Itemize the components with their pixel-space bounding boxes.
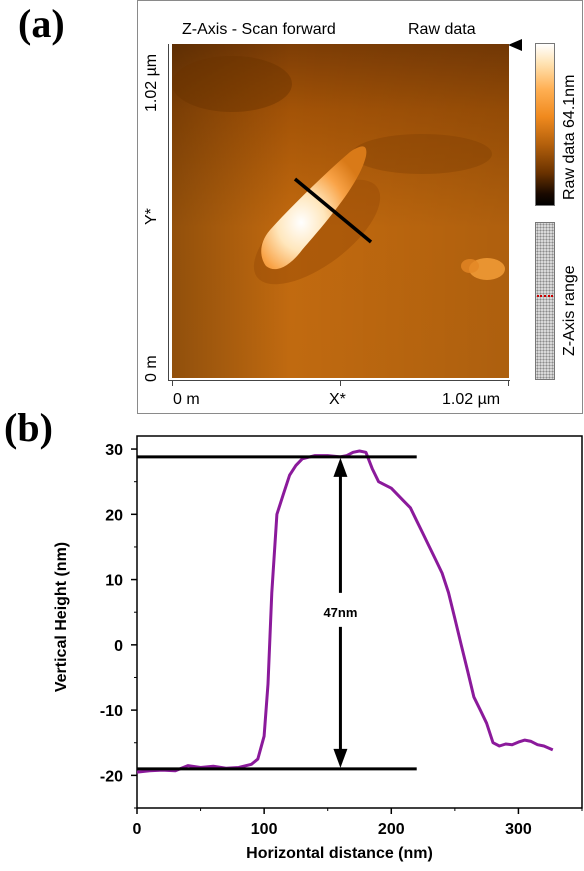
- y-tick-label: 20: [105, 507, 123, 524]
- x-tick-label: 200: [378, 821, 405, 838]
- afm-x-tick: [172, 380, 173, 386]
- panel-b-label: (b): [4, 405, 53, 450]
- afm-x-axis-line: [168, 380, 510, 381]
- y-tick-label: 30: [105, 442, 123, 459]
- y-tick-label: -10: [100, 703, 123, 720]
- x-axis-label: Horizontal distance (nm): [246, 845, 433, 862]
- z-axis-range-bar[interactable]: [535, 222, 555, 380]
- y-axis-label: Vertical Height (nm): [53, 542, 70, 692]
- z-range-marker: [537, 295, 553, 297]
- afm-title: Z-Axis - Scan forward: [182, 21, 336, 38]
- afm-x-axis-label: X*: [329, 391, 346, 408]
- afm-y-tick-top: 1.02 µm: [143, 53, 160, 112]
- afm-y-tick-bottom: 0 m: [143, 355, 160, 382]
- afm-x-tick: [340, 380, 341, 386]
- z-range-label: Z-Axis range: [561, 265, 578, 356]
- colorbar-label: Raw data 64.1nm: [561, 74, 578, 200]
- afm-dark-patch: [172, 56, 292, 112]
- plot-frame: [136, 435, 583, 809]
- afm-height-image: [172, 44, 509, 378]
- height-arrowhead-down: [333, 748, 348, 768]
- y-tick-label: 10: [105, 573, 123, 590]
- afm-bright-spot: [461, 259, 479, 273]
- height-colorbar: [535, 43, 555, 206]
- height-arrowhead-up: [333, 457, 348, 477]
- afm-x-tick: [508, 380, 509, 386]
- x-tick-label: 0: [133, 821, 142, 838]
- afm-particle: [261, 146, 367, 270]
- afm-x-tick-right: 1.02 µm: [442, 391, 501, 408]
- x-tick-label: 300: [505, 821, 532, 838]
- panel-a-label: (a): [18, 1, 65, 46]
- afm-title-raw-data: Raw data: [408, 21, 476, 38]
- afm-y-axis-line: [168, 44, 169, 381]
- afm-dark-patch: [352, 134, 492, 174]
- channel-selector-arrow-icon[interactable]: [508, 39, 522, 51]
- y-tick-label: -20: [100, 768, 123, 785]
- y-tick-label: 0: [114, 638, 123, 655]
- afm-profile-line: [293, 177, 373, 244]
- height-annotation-label: 47nm: [323, 605, 357, 620]
- x-tick-label: 100: [251, 821, 278, 838]
- afm-y-axis-label: Y*: [143, 208, 160, 225]
- afm-x-tick-left: 0 m: [173, 391, 200, 408]
- height-profile-line: [136, 449, 554, 774]
